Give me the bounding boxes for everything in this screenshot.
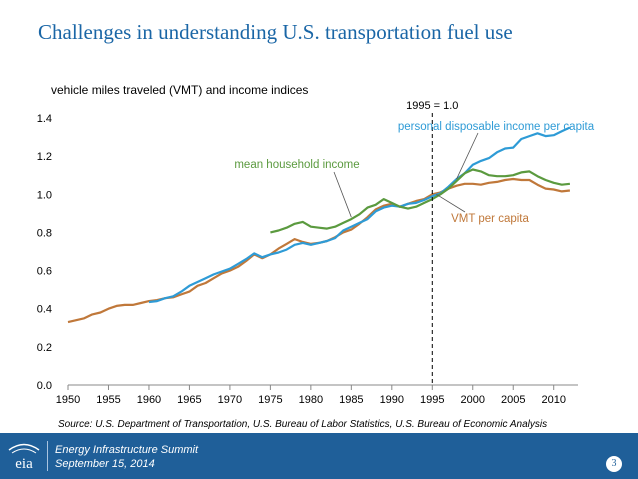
series-annotation: mean household income: [234, 159, 359, 171]
y-tick-label: 0.0: [37, 380, 52, 392]
x-tick-label: 1965: [177, 394, 201, 406]
annotation-leader: [333, 171, 352, 218]
annotation-leader: [436, 193, 466, 213]
x-tick-label: 1970: [218, 394, 242, 406]
y-tick-label: 1.0: [37, 189, 52, 201]
y-tick-label: 0.6: [37, 266, 52, 278]
y-tick-label: 1.4: [37, 113, 52, 125]
series-line-1: [148, 126, 571, 304]
chart-annotations: personal disposable income per capita mea…: [234, 121, 594, 225]
series-annotation: VMT per capita: [451, 213, 529, 225]
slide-title: Challenges in understanding U.S. transpo…: [38, 20, 513, 44]
x-tick-label: 1980: [299, 394, 323, 406]
x-tick-label: 1975: [258, 394, 282, 406]
footer-event: Energy Infrastructure Summit: [55, 444, 199, 456]
chart-title: vehicle miles traveled (VMT) and income …: [51, 83, 309, 97]
y-tick-label: 0.8: [37, 227, 52, 239]
annotation-leader: [456, 132, 479, 180]
reference-line-group: 1995 = 1.0: [406, 100, 458, 385]
series-line-0: [67, 177, 571, 324]
eia-logo-icon: eia: [8, 443, 40, 471]
footer-divider: [47, 441, 48, 471]
y-tick-label: 1.2: [37, 151, 52, 163]
footer-bar: eia Energy Infrastructure Summit Septemb…: [0, 433, 638, 479]
reference-line-label: 1995 = 1.0: [406, 100, 458, 112]
x-tick-label: 1950: [56, 394, 80, 406]
line-chart: 1950 1955 1960 1965 1970 1975 1980 1985 1990 1995…: [37, 100, 595, 406]
series-annotation: personal disposable income per capita: [398, 121, 595, 133]
x-tick-label: 1985: [339, 394, 363, 406]
footer-date: September 15, 2014: [55, 458, 155, 470]
x-tick-label: 2010: [541, 394, 565, 406]
page-number: 3: [606, 456, 622, 472]
x-tick-label: 1990: [380, 394, 404, 406]
eia-logo-text: eia: [15, 456, 33, 471]
x-tick-label: 1955: [96, 394, 120, 406]
y-tick-label: 0.4: [37, 304, 52, 316]
x-tick-label: 1995: [420, 394, 444, 406]
x-tick-label: 2000: [461, 394, 485, 406]
x-tick-label: 1960: [137, 394, 161, 406]
series-line-2: [270, 168, 571, 234]
footer-text: Energy Infrastructure Summit September 1…: [55, 443, 198, 471]
y-tick-label: 0.2: [37, 342, 52, 354]
x-tick-label: 2005: [501, 394, 525, 406]
source-note: Source: U.S. Department of Transportatio…: [58, 419, 548, 430]
chart-series: [67, 126, 571, 324]
chart-axes: 1950 1955 1960 1965 1970 1975 1980 1985 1990 1995…: [37, 113, 578, 406]
